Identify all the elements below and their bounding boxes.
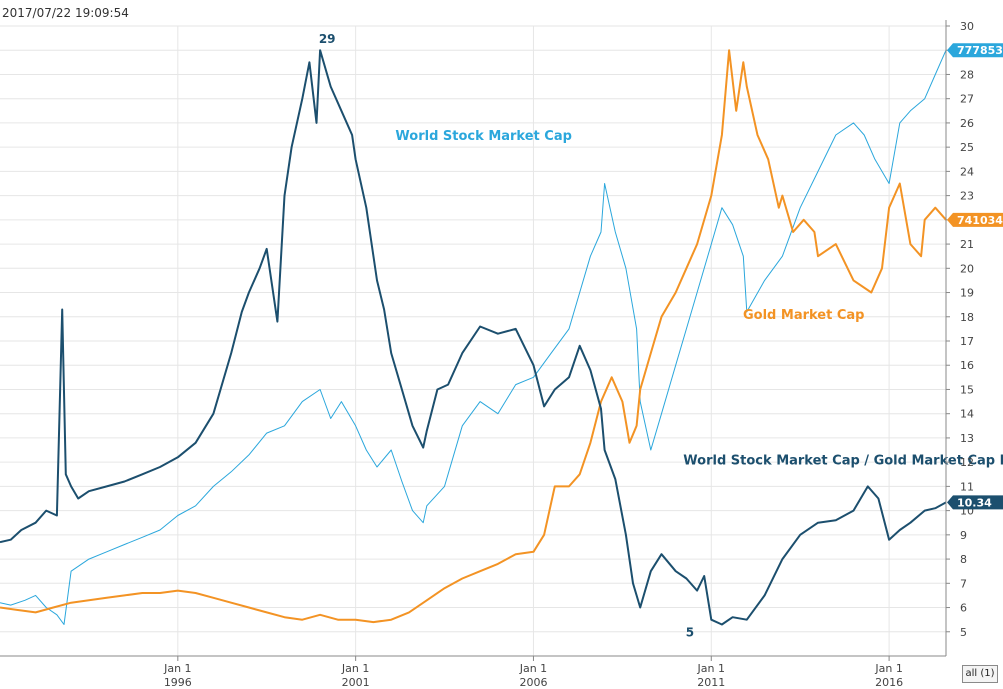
zoom-all-button[interactable]: all (1): [962, 665, 998, 683]
grid: [0, 25, 946, 656]
value-tag: 7410345: [947, 212, 1003, 227]
y-tick-label: 15: [960, 383, 974, 396]
y-tick-label: 19: [960, 287, 974, 300]
series-group: [0, 49, 947, 626]
y-tick-label: 24: [960, 165, 974, 178]
value-tag-box: [947, 212, 1003, 227]
y-tick-label: 5: [960, 626, 967, 639]
y-tick-label: 13: [960, 432, 974, 445]
y-tick-label: 7: [960, 577, 967, 590]
series-label: Gold Market Cap: [743, 308, 864, 323]
y-tick-label: 16: [960, 359, 974, 372]
value-tag: 77785385: [947, 43, 1003, 58]
x-tick-year: 1996: [164, 676, 192, 689]
series-line-world-stock-market-cap-gold-market-cap-ratio: [0, 49, 947, 626]
y-tick-label: 25: [960, 141, 974, 154]
y-tick-label: 18: [960, 311, 974, 324]
y-tick-label: 20: [960, 262, 974, 275]
value-tag: 10.34: [947, 495, 1003, 510]
y-tick-label: 30: [960, 20, 974, 33]
series-labels: World Stock Market Cap Gold Market Cap Wor…: [319, 32, 1003, 640]
value-tag-box: [947, 43, 1003, 58]
series-line-world-stock-market-cap: [0, 49, 947, 625]
y-tick-label: 28: [960, 68, 974, 81]
series-label: World Stock Market Cap / Gold Market Cap…: [683, 454, 1003, 469]
value-tag-text: 10.34: [957, 496, 992, 509]
value-tag-text: 7410345: [957, 214, 1003, 227]
value-tag-box: [947, 495, 1003, 510]
y-tick-label: 9: [960, 529, 967, 542]
x-tick-label: Jan 1: [874, 662, 902, 675]
y-tick-label: 6: [960, 602, 967, 615]
y-tick-label: 21: [960, 238, 974, 251]
annotation-label: 29: [319, 32, 336, 46]
x-tick-label: Jan 1: [697, 662, 725, 675]
y-tick-label: 8: [960, 553, 967, 566]
y-tick-label: 27: [960, 93, 974, 106]
x-tick-year: 2011: [697, 676, 725, 689]
series-line-gold-market-cap: [0, 49, 947, 624]
value-tags: 10.34 77785385 7410345: [947, 43, 1003, 510]
timestamp: 2017/07/22 19:09:54: [2, 6, 129, 20]
x-tick-year: 2016: [875, 676, 903, 689]
x-tick-label: Jan 1: [519, 662, 547, 675]
x-tick-label: Jan 1: [163, 662, 191, 675]
y-tick-label: 11: [960, 480, 974, 493]
series-label: World Stock Market Cap: [395, 129, 571, 144]
y-tick-label: 14: [960, 408, 974, 421]
annotation-label: 5: [686, 626, 694, 640]
x-tick-year: 2001: [342, 676, 370, 689]
x-tick-year: 2006: [519, 676, 547, 689]
value-tag-text: 77785385: [957, 44, 1003, 57]
axes: 5678910111213141516171819202122232425262…: [0, 20, 974, 689]
y-tick-label: 17: [960, 335, 974, 348]
x-tick-label: Jan 1: [341, 662, 369, 675]
y-tick-label: 12: [960, 456, 974, 469]
y-tick-label: 26: [960, 117, 974, 130]
y-tick-label: 23: [960, 190, 974, 203]
